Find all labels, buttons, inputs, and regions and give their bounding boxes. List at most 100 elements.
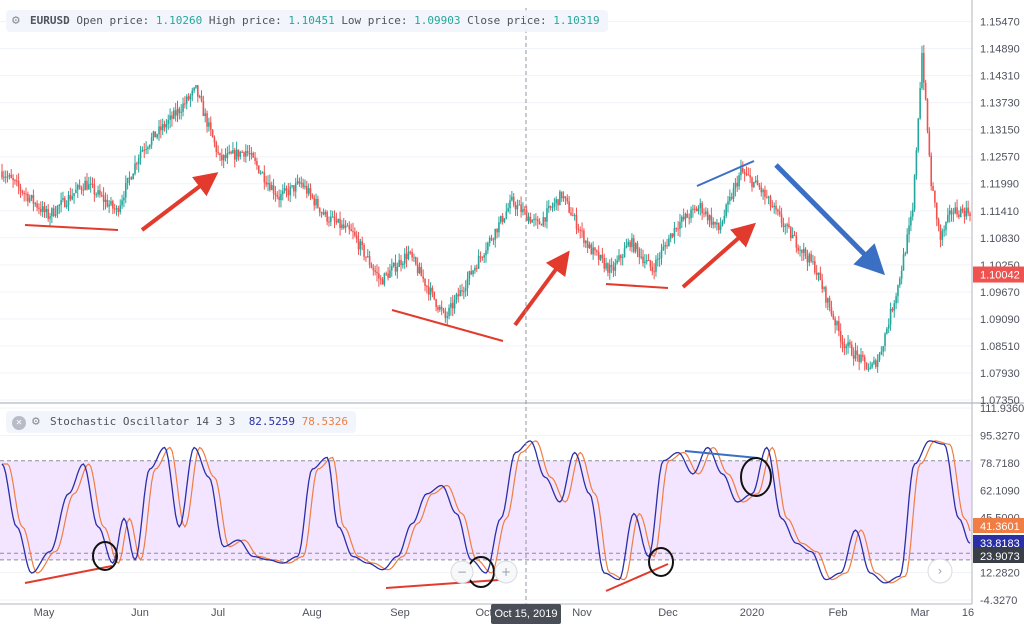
candle xyxy=(202,95,205,117)
candle-body xyxy=(435,299,437,307)
candle xyxy=(182,97,184,117)
candle xyxy=(189,93,192,107)
candle-body xyxy=(350,229,352,232)
candle xyxy=(32,189,35,212)
candle-body xyxy=(134,163,136,174)
candle-body xyxy=(651,266,654,272)
candle-body xyxy=(657,258,659,260)
candle-body xyxy=(664,245,666,247)
candle-body xyxy=(51,208,53,217)
candle xyxy=(557,198,559,211)
candle xyxy=(154,131,157,138)
candle-body xyxy=(897,285,899,297)
candle-body xyxy=(136,163,138,165)
candle xyxy=(477,249,480,270)
candle xyxy=(418,262,421,275)
candle-body xyxy=(621,256,624,259)
candle xyxy=(208,117,210,132)
candle-body xyxy=(309,188,312,195)
annotation-layer xyxy=(24,160,886,592)
candle-body xyxy=(363,244,365,257)
candle xyxy=(865,362,868,370)
crosshair: Oct 15, 2019 xyxy=(491,8,561,624)
candle-body xyxy=(315,198,317,206)
candle-body xyxy=(89,183,92,185)
candle-body xyxy=(352,231,354,233)
candle-body xyxy=(461,290,463,292)
candle-body xyxy=(669,233,672,239)
candle-body xyxy=(427,286,430,295)
candle xyxy=(808,252,811,267)
candle xyxy=(450,296,452,316)
candle xyxy=(629,239,631,251)
candle xyxy=(721,219,724,227)
zoom-controls[interactable]: − + xyxy=(450,560,518,584)
candle xyxy=(117,205,120,217)
candle xyxy=(616,255,618,265)
candle-body xyxy=(459,290,461,297)
candle xyxy=(62,191,64,203)
close-icon[interactable]: ✕ xyxy=(12,416,26,430)
candle-body xyxy=(215,142,218,153)
candle-body xyxy=(658,257,661,259)
candle-body xyxy=(666,245,668,247)
candle-body xyxy=(178,108,181,113)
candle xyxy=(108,199,110,213)
gear-icon[interactable]: ⚙ xyxy=(12,13,20,28)
scroll-right-button[interactable]: › xyxy=(927,558,953,584)
candle-body xyxy=(176,108,179,116)
candle-body xyxy=(368,256,371,265)
candle xyxy=(518,199,521,206)
candle-body xyxy=(121,200,123,206)
candle-body xyxy=(239,151,242,157)
candle-body xyxy=(442,309,445,311)
candle-body xyxy=(618,255,620,261)
candle xyxy=(579,226,582,239)
candle-body xyxy=(17,180,20,187)
candle-body xyxy=(145,148,147,150)
candle xyxy=(259,170,262,175)
candle xyxy=(209,116,212,136)
gear-icon[interactable]: ⚙ xyxy=(32,414,40,429)
candle-body xyxy=(453,299,456,309)
candle-body xyxy=(551,206,554,208)
candle xyxy=(420,262,423,277)
candle xyxy=(699,198,702,216)
candle-body xyxy=(921,52,923,89)
candle xyxy=(274,186,277,202)
candle-body xyxy=(1,171,3,178)
candle xyxy=(599,254,602,261)
candle xyxy=(651,260,654,276)
candle-body xyxy=(34,203,37,205)
candle-body xyxy=(681,216,683,222)
candle xyxy=(335,212,338,225)
candle-body xyxy=(265,182,267,185)
candle-body xyxy=(732,188,735,199)
candle xyxy=(124,175,127,204)
candle-body xyxy=(431,287,434,292)
candle xyxy=(56,204,59,219)
candle xyxy=(627,238,630,248)
candle xyxy=(128,171,131,186)
candle xyxy=(769,194,772,211)
candle xyxy=(123,191,125,208)
d-line xyxy=(2,440,971,584)
divergence-line-oscillator xyxy=(385,578,514,589)
high-label: High price: xyxy=(208,14,282,27)
candle-body xyxy=(289,186,291,196)
candle-body xyxy=(540,224,543,226)
candle xyxy=(778,205,781,217)
candle xyxy=(390,258,393,277)
candle-body xyxy=(191,90,194,96)
last-price-label: 1.10042 xyxy=(980,270,1020,282)
candle xyxy=(331,210,334,218)
candle xyxy=(88,176,90,190)
candle xyxy=(99,184,101,198)
candle xyxy=(897,284,899,304)
candle-body xyxy=(904,253,907,255)
candle xyxy=(161,118,164,136)
candle-body xyxy=(291,185,293,187)
candle xyxy=(819,266,822,281)
candle xyxy=(451,295,454,317)
